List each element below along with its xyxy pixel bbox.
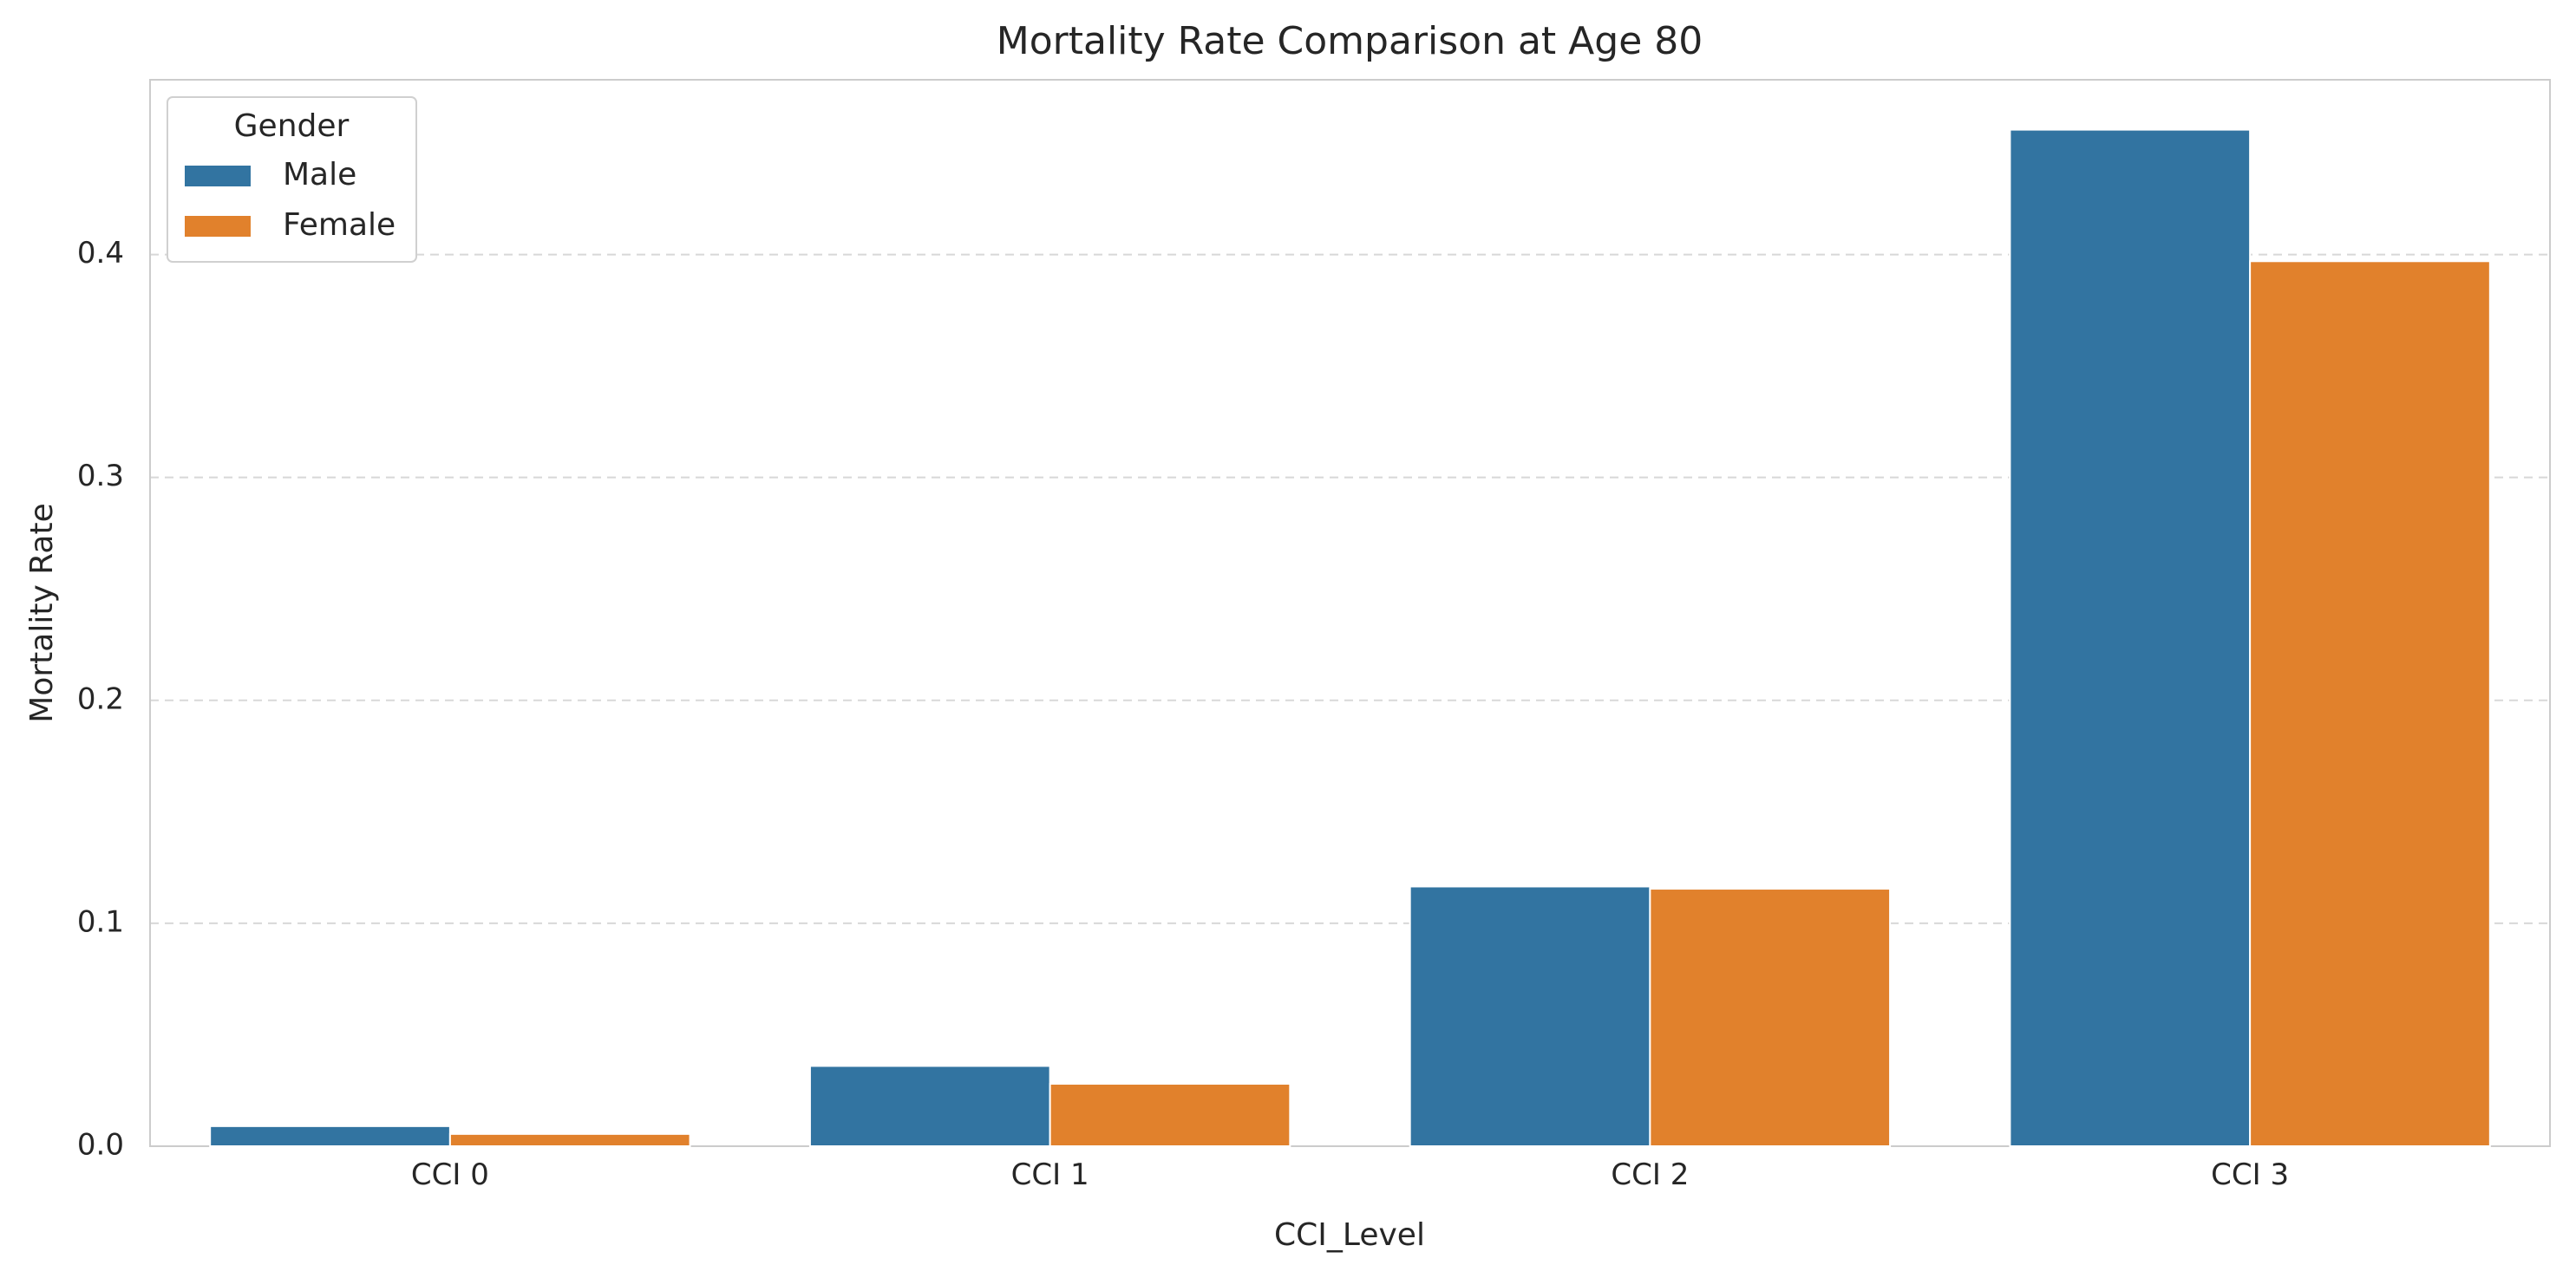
bar-female-cci-0: [448, 1132, 691, 1148]
legend-swatch-female: [185, 216, 251, 237]
x-axis-label: CCI_Level: [1274, 1217, 1425, 1253]
bar-male-cci-0: [209, 1125, 451, 1147]
bar-female-cci-1: [1049, 1083, 1291, 1147]
chart-title: Mortality Rate Comparison at Age 80: [997, 19, 1703, 63]
x-tick-label: CCI 3: [2211, 1157, 2289, 1192]
legend-items: Male Female: [185, 157, 396, 243]
legend: Gender Male Female: [167, 96, 417, 263]
y-tick-labels: 0.0 0.1 0.2 0.3 0.4: [77, 236, 124, 1162]
plot-frame: [149, 79, 2551, 1147]
legend-swatch-male: [185, 166, 251, 186]
y-tick-label: 0.0: [77, 1128, 124, 1163]
bars: [209, 128, 2491, 1148]
legend-title: Gender: [234, 108, 350, 144]
y-gridlines: [150, 253, 2550, 924]
bar-male-cci-1: [808, 1065, 1051, 1148]
legend-label-male: Male: [283, 157, 356, 192]
x-tick-label: CCI 2: [1611, 1157, 1689, 1192]
y-tick-label: 0.1: [77, 904, 124, 939]
y-tick-label: 0.4: [77, 236, 124, 271]
x-tick-label: CCI 0: [411, 1157, 489, 1192]
y-tick-label: 0.3: [77, 459, 124, 493]
legend-label-female: Female: [283, 207, 396, 243]
y-axis-label: Mortality Rate: [24, 503, 60, 722]
y-tick-label: 0.2: [77, 681, 124, 716]
bar-male-cci-3: [2009, 128, 2252, 1148]
bar-female-cci-3: [2249, 260, 2491, 1148]
x-tick-labels: CCI 0 CCI 1 CCI 2 CCI 3: [411, 1157, 2289, 1192]
bar-female-cci-2: [1649, 888, 1892, 1147]
bar-male-cci-2: [1409, 885, 1651, 1148]
x-tick-label: CCI 1: [1011, 1157, 1089, 1192]
